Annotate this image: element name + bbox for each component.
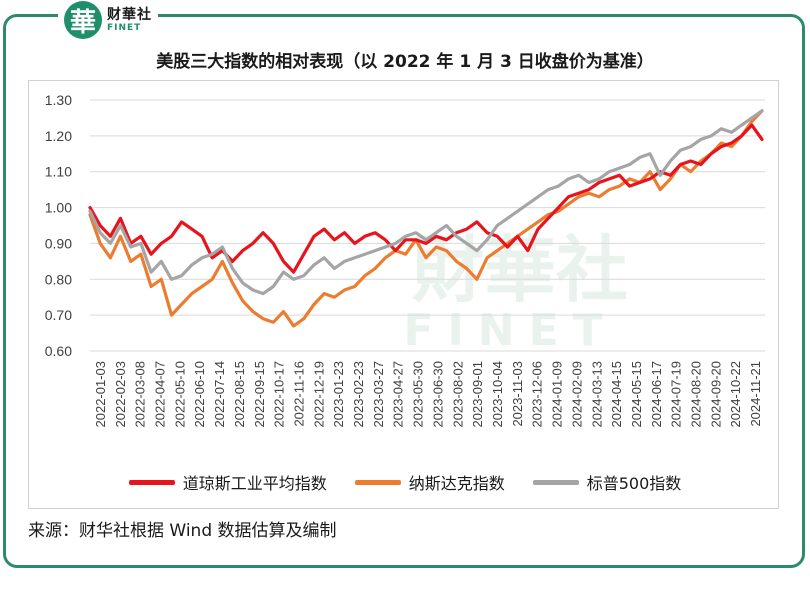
x-tick-label: 2023-03-27 — [371, 361, 386, 428]
y-tick-label: 1.10 — [45, 164, 72, 180]
y-tick-label: 1.30 — [45, 92, 72, 108]
x-tick-label: 2022-04-07 — [152, 361, 167, 428]
legend-label-sp500: 标普500指数 — [586, 474, 682, 493]
legend-item-dow: 道琼斯工业平均指数 — [128, 470, 327, 494]
x-tick-label: 2023-08-02 — [450, 361, 465, 428]
x-tick-label: 2022-10-17 — [272, 361, 287, 428]
y-tick-label: 1.00 — [45, 200, 72, 216]
logo-text: 财華社 FINET — [107, 8, 152, 33]
logo-cn: 财華社 — [107, 6, 152, 23]
source-note: 来源：财华社根据 Wind 数据估算及编制 — [28, 521, 337, 541]
legend-label-nasdaq: 纳斯达克指数 — [408, 474, 505, 493]
legend-label-dow: 道琼斯工业平均指数 — [182, 474, 327, 493]
y-tick-label: 1.20 — [45, 128, 72, 144]
x-tick-label: 2024-02-09 — [569, 361, 584, 428]
x-tick-label: 2022-08-15 — [232, 361, 247, 428]
x-tick-label: 2022-02-03 — [113, 361, 128, 428]
y-tick-label: 0.60 — [45, 343, 72, 359]
x-tick-label: 2023-05-30 — [411, 361, 426, 428]
x-tick-label: 2023-02-23 — [351, 361, 366, 428]
x-tick-label: 2023-11-03 — [510, 361, 525, 427]
watermark-en: FINET — [403, 305, 616, 356]
logo-mark: 華 — [64, 1, 102, 39]
chart-title: 美股三大指数的相对表现（以 2022 年 1 月 3 日收盘价为基准） — [156, 52, 654, 72]
x-tick-label: 2022-06-10 — [192, 361, 207, 428]
legend-swatch-dow — [128, 479, 175, 485]
y-tick-label: 0.70 — [45, 307, 72, 323]
x-tick-label: 2024-06-17 — [649, 361, 664, 428]
x-tick-label: 2022-01-03 — [93, 361, 108, 428]
series-line-2 — [88, 109, 764, 296]
x-tick-label: 2023-04-27 — [391, 361, 406, 428]
logo-en: FINET — [107, 22, 142, 33]
y-tick-label: 0.90 — [45, 235, 72, 251]
x-tick-label: 2022-03-08 — [133, 361, 148, 428]
x-tick-label: 2023-09-01 — [470, 361, 485, 428]
x-tick-label: 2024-09-20 — [708, 361, 723, 428]
chart-frame — [3, 14, 805, 568]
series-line-1 — [88, 109, 764, 328]
y-tick-label: 0.80 — [45, 271, 72, 287]
x-tick-label: 2023-12-06 — [530, 361, 545, 428]
x-tick-label: 2023-06-30 — [430, 361, 445, 428]
x-tick-label: 2024-11-21 — [748, 361, 763, 427]
x-tick-label: 2022-09-15 — [252, 361, 267, 428]
legend-swatch-sp500 — [532, 479, 579, 485]
x-tick-label: 2024-08-20 — [689, 361, 704, 428]
x-tick-label: 2024-01-09 — [550, 361, 565, 428]
legend-item-sp500: 标普500指数 — [532, 470, 682, 494]
legend-item-nasdaq: 纳斯达克指数 — [354, 470, 505, 494]
x-tick-label: 2024-04-15 — [609, 361, 624, 428]
x-tick-label: 2022-11-16 — [291, 361, 306, 427]
x-tick-label: 2022-12-19 — [311, 361, 326, 428]
x-tick-label: 2024-05-15 — [629, 361, 644, 428]
legend: 道琼斯工业平均指数 纳斯达克指数 标普500指数 — [0, 470, 810, 494]
legend-swatch-nasdaq — [354, 479, 401, 485]
plot-area-border — [28, 80, 779, 509]
x-tick-label: 2023-01-23 — [331, 361, 346, 428]
x-tick-label: 2022-05-10 — [172, 361, 187, 428]
x-tick-label: 2023-10-04 — [490, 361, 505, 428]
finet-logo: 華 财華社 FINET — [58, 0, 158, 40]
x-tick-label: 2024-07-19 — [669, 361, 684, 428]
x-tick-label: 2024-10-22 — [728, 361, 743, 428]
x-tick-label: 2024-03-13 — [589, 361, 604, 428]
series-line-0 — [88, 123, 764, 274]
x-tick-label: 2022-07-14 — [212, 361, 227, 428]
